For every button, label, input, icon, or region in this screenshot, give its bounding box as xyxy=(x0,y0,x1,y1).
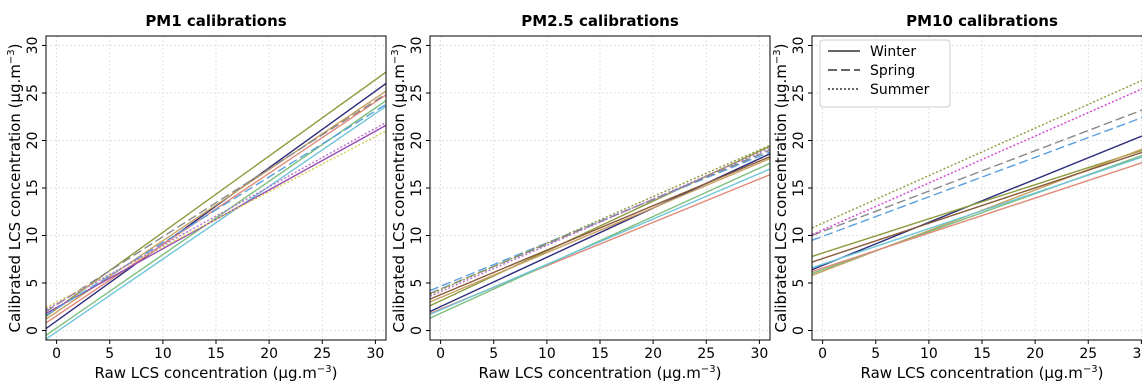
y-tick-label: 25 xyxy=(25,84,41,102)
legend-label-summer: Summer xyxy=(870,82,930,98)
y-tick-label: 20 xyxy=(409,132,425,150)
x-tick-label: 5 xyxy=(105,346,114,362)
x-tick-label: 25 xyxy=(313,346,331,362)
x-tick-label: 0 xyxy=(52,346,61,362)
x-tick-label: 0 xyxy=(818,346,827,362)
grid xyxy=(46,36,386,340)
legend-label-spring: Spring xyxy=(870,63,915,79)
y-axis-label: Calibrated LCS concentration (µg.m−3) xyxy=(772,44,790,333)
series-line-11 xyxy=(430,144,770,296)
legend-box xyxy=(819,39,951,108)
legend-label-winter: Winter xyxy=(870,44,916,60)
x-tick-label: 15 xyxy=(973,346,991,362)
chart-title: PM2.5 calibrations xyxy=(521,12,679,30)
x-axis-label: Raw LCS concentration (µg.m−3) xyxy=(860,364,1103,382)
x-tick-label: 30 xyxy=(750,346,768,362)
series-group xyxy=(430,144,770,319)
y-tick-label: 15 xyxy=(25,179,41,197)
x-tick-label: 25 xyxy=(1079,346,1097,362)
x-tick-label: 15 xyxy=(207,346,225,362)
x-tick-label: 5 xyxy=(871,346,880,362)
series-line-6 xyxy=(46,105,386,340)
series-line-6 xyxy=(812,156,1142,269)
series-line-11 xyxy=(46,121,386,311)
x-tick-label: 20 xyxy=(260,346,278,362)
x-tick-label: 10 xyxy=(920,346,938,362)
x-tick-label: 30 xyxy=(1132,346,1142,362)
x-axis-label: Raw LCS concentration (µg.m−3) xyxy=(478,364,721,382)
y-axis-label: Calibrated LCS concentration (µg.m−3) xyxy=(390,44,408,333)
series-line-7 xyxy=(46,124,386,315)
series-line-9 xyxy=(812,116,1142,241)
series-line-9 xyxy=(46,103,386,316)
series-line-2 xyxy=(46,82,386,330)
y-tick-label: 25 xyxy=(409,84,425,102)
x-tick-label: 20 xyxy=(1026,346,1044,362)
y-tick-label: 15 xyxy=(791,179,807,197)
series-line-2 xyxy=(812,149,1142,258)
x-tick-label: 20 xyxy=(644,346,662,362)
series-line-7 xyxy=(430,156,770,300)
y-tick-label: 15 xyxy=(409,179,425,197)
chart-panel-3: 0 5 10 15 20 25 30 0 5 10 15 20 25 30 PM10 calibration… xyxy=(772,12,1142,382)
series-group xyxy=(46,71,386,340)
chart-panel-2: 0 5 10 15 20 25 30 0 5 10 15 20 25 30 PM2.5 calibratio… xyxy=(390,12,771,382)
y-tick-label: 5 xyxy=(25,279,41,288)
y-tick-label: 20 xyxy=(791,132,807,150)
y-tick-label: 10 xyxy=(409,227,425,245)
series-line-7 xyxy=(812,162,1142,273)
series-line-8 xyxy=(812,109,1142,237)
x-tick-label: 25 xyxy=(697,346,715,362)
x-tick-label: 10 xyxy=(154,346,172,362)
y-tick-label: 10 xyxy=(25,227,41,245)
x-tick-label: 10 xyxy=(538,346,556,362)
series-line-3 xyxy=(46,90,386,320)
y-tick-label: 30 xyxy=(409,37,425,55)
y-tick-label: 5 xyxy=(409,279,425,288)
chart-title: PM10 calibrations xyxy=(906,12,1058,30)
series-line-4 xyxy=(812,151,1142,263)
y-tick-label: 10 xyxy=(791,227,807,245)
y-tick-label: 0 xyxy=(791,326,807,335)
series-line-6 xyxy=(430,168,770,316)
x-tick-label: 0 xyxy=(436,346,445,362)
series-line-8 xyxy=(46,93,386,313)
series-line-11 xyxy=(812,88,1142,236)
x-tick-label: 5 xyxy=(489,346,498,362)
series-line-1 xyxy=(812,135,1142,271)
y-tick-label: 30 xyxy=(25,37,41,55)
y-tick-label: 0 xyxy=(25,326,41,335)
y-axis-label: Calibrated LCS concentration (µg.m−3) xyxy=(6,44,24,333)
y-tick-label: 25 xyxy=(791,84,807,102)
y-tick-label: 20 xyxy=(25,132,41,150)
series-line-10 xyxy=(430,147,770,297)
y-tick-label: 0 xyxy=(409,326,425,335)
x-tick-label: 30 xyxy=(366,346,384,362)
y-tick-label: 5 xyxy=(791,279,807,288)
chart-title: PM1 calibrations xyxy=(145,12,286,30)
chart-panel-1: 0 5 10 15 20 25 30 0 5 10 15 20 25 30 PM1 calibrations… xyxy=(6,12,387,382)
series-line-4 xyxy=(46,94,386,324)
legend: Winter Spring Summer xyxy=(819,39,951,108)
series-group xyxy=(812,79,1142,277)
series-line-3 xyxy=(430,157,770,303)
x-axis-label: Raw LCS concentration (µg.m−3) xyxy=(94,364,337,382)
series-line-5 xyxy=(430,162,770,319)
y-tick-label: 30 xyxy=(791,37,807,55)
x-tick-label: 15 xyxy=(591,346,609,362)
